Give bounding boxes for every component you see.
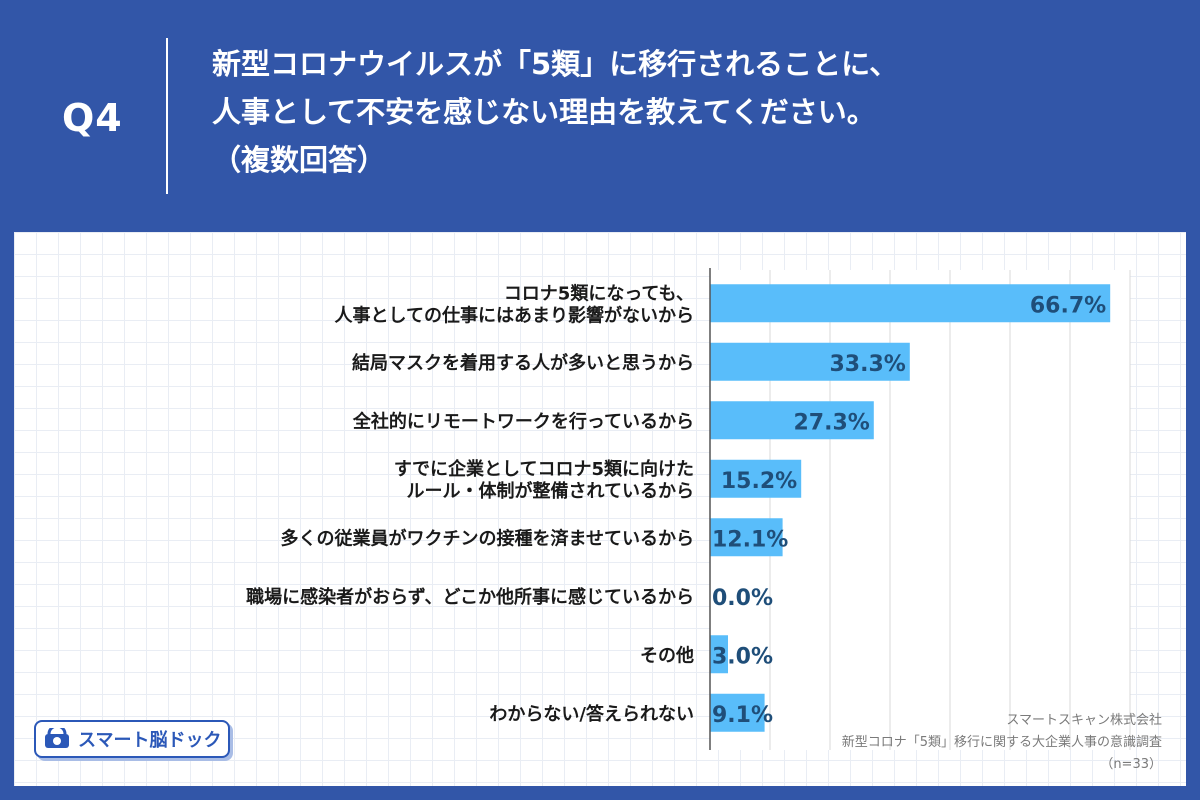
- category-label: 多くの従業員がワクチンの接種を済ませているから: [281, 527, 694, 549]
- question-title-line-2: 人事として不安を感じない理由を教えてください。: [212, 95, 876, 129]
- value-label: 3.0%: [712, 644, 773, 669]
- chart-panel: 66.7% コロナ5類になっても、人事としての仕事にはあまり影響がないから 33.3…: [14, 232, 1186, 786]
- bar: [710, 693, 765, 732]
- question-title-line-3: （複数回答）: [212, 143, 387, 177]
- category-label-line: 職場に感染者がおらず、どこか他所事に感じているから: [246, 586, 694, 608]
- category-label: 職場に感染者がおらず、どこか他所事に感じているから: [246, 586, 694, 608]
- brain-scan-icon: [44, 724, 70, 750]
- category-label: 全社的にリモートワークを行っているから: [352, 410, 694, 432]
- source-note: スマートスキャン株式会社 新型コロナ「5類」移行に関する大企業人事の意識調査 （…: [842, 710, 1162, 776]
- category-label-line: 結局マスクを着用する人が多いと思うから: [352, 352, 694, 374]
- category-label: わからない/答えられない: [489, 703, 694, 725]
- category-label-line: わからない/答えられない: [489, 703, 694, 725]
- header-divider: [166, 38, 168, 194]
- question-header: Q4 新型コロナウイルスが「5類」に移行されることに、 人事として不安を感じない…: [0, 0, 1200, 232]
- category-label: 結局マスクを着用する人が多いと思うから: [352, 352, 694, 374]
- category-label-line: コロナ5類になっても、: [504, 283, 694, 304]
- value-label: 33.3%: [829, 352, 905, 377]
- brand-logo: スマート脳ドック: [34, 720, 230, 758]
- category-label-line: その他: [640, 644, 694, 666]
- bar: [710, 635, 728, 674]
- bar-chart: 66.7% コロナ5類になっても、人事としての仕事にはあまり影響がないから 33.3…: [246, 268, 1131, 750]
- value-label: 0.0%: [712, 586, 773, 611]
- plot-area: [710, 270, 1130, 750]
- category-label-line: 全社的にリモートワークを行っているから: [352, 410, 694, 432]
- value-label: 9.1%: [712, 703, 773, 728]
- category-label-line: すでに企業としてコロナ5類に向けた: [394, 458, 694, 480]
- value-label: 66.7%: [1030, 293, 1106, 318]
- value-label: 15.2%: [721, 469, 797, 494]
- source-company: スマートスキャン株式会社: [1006, 713, 1162, 728]
- bar: [710, 284, 1111, 323]
- category-label: その他: [640, 644, 694, 666]
- category-label-line: ルール・体制が整備されているから: [407, 480, 694, 502]
- value-label: 12.1%: [712, 527, 788, 552]
- bar: [710, 518, 783, 557]
- source-survey: 新型コロナ「5類」移行に関する大企業人事の意識調査: [841, 735, 1162, 750]
- question-title-line-1: 新型コロナウイルスが「5類」に移行されることに、: [212, 47, 899, 81]
- category-label-line: 人事としての仕事にはあまり影響がないから: [335, 304, 694, 326]
- category-label: すでに企業としてコロナ5類に向けたルール・体制が整備されているから: [394, 458, 694, 502]
- logo-text: スマート脳ドック: [78, 730, 222, 751]
- bar: [710, 342, 910, 381]
- value-label: 27.3%: [793, 410, 869, 435]
- category-label-line: 多くの従業員がワクチンの接種を済ませているから: [281, 527, 694, 549]
- question-number: Q4: [62, 96, 123, 140]
- category-label: コロナ5類になっても、人事としての仕事にはあまり影響がないから: [335, 283, 694, 326]
- bar: [710, 459, 802, 498]
- question-title: 新型コロナウイルスが「5類」に移行されることに、 人事として不安を感じない理由を…: [212, 40, 1172, 184]
- source-sample-size: （n=33）: [1100, 757, 1162, 772]
- bar: [710, 401, 874, 440]
